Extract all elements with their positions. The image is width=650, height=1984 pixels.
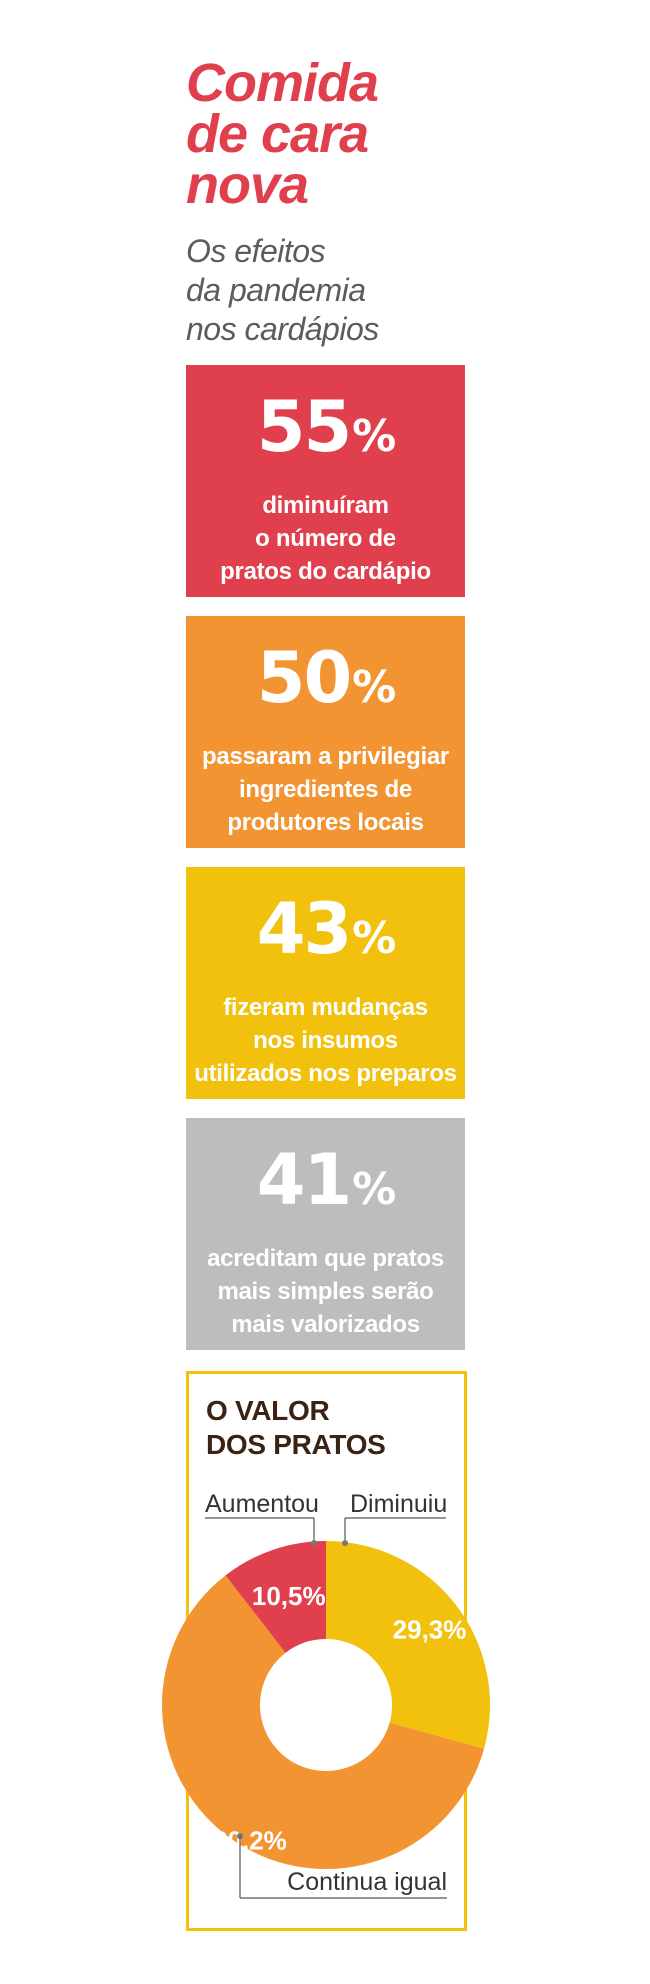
- stat-number: 55: [256, 386, 352, 468]
- chart-title-line: O VALOR: [206, 1395, 330, 1426]
- stat-card: 43% fizeram mudanças nos insumos utiliza…: [186, 867, 465, 1099]
- stat-description: acreditam que pratos mais simples serão …: [186, 1242, 465, 1341]
- stat-value: 43%: [186, 889, 465, 979]
- chart-title-line: DOS PRATOS: [206, 1429, 386, 1460]
- title-line: Comida: [186, 53, 379, 113]
- stat-card: 55% diminuíram o número de pratos do car…: [186, 365, 465, 597]
- stat-number: 43: [256, 888, 352, 970]
- subtitle-line: da pandemia: [186, 272, 366, 308]
- subtitle-line: Os efeitos: [186, 233, 326, 269]
- stat-line: mais simples serão: [217, 1278, 434, 1305]
- stat-line: diminuíram: [262, 492, 389, 519]
- stat-line: mais valorizados: [231, 1311, 420, 1338]
- stat-line: acreditam que pratos: [207, 1245, 444, 1272]
- stat-unit: %: [352, 662, 396, 713]
- stat-unit: %: [352, 1164, 396, 1215]
- stat-line: pratos do cardápio: [220, 558, 431, 585]
- stat-line: ingredientes de: [239, 776, 412, 803]
- chart-panel: O VALOR DOS PRATOS: [186, 1371, 467, 1931]
- chart-title: O VALOR DOS PRATOS: [206, 1394, 386, 1462]
- title-line: de cara: [186, 104, 369, 164]
- stat-description: diminuíram o número de pratos do cardápi…: [186, 489, 465, 588]
- stat-line: o número de: [255, 525, 396, 552]
- stat-value: 41%: [186, 1140, 465, 1230]
- stat-value: 55%: [186, 387, 465, 477]
- stat-number: 50: [256, 637, 352, 719]
- stat-value: 50%: [186, 638, 465, 728]
- title-line: nova: [186, 155, 309, 215]
- stat-line: produtores locais: [227, 809, 424, 836]
- stat-unit: %: [352, 913, 396, 964]
- subtitle-line: nos cardápios: [186, 311, 379, 347]
- stat-description: passaram a privilegiar ingredientes de p…: [186, 740, 465, 839]
- stat-description: fizeram mudanças nos insumos utilizados …: [186, 991, 465, 1090]
- stat-line: nos insumos: [253, 1027, 398, 1054]
- stat-line: passaram a privilegiar: [202, 743, 449, 770]
- infographic-subtitle: Os efeitos da pandemia nos cardápios: [186, 232, 506, 349]
- stat-unit: %: [352, 411, 396, 462]
- stat-line: fizeram mudanças: [223, 994, 428, 1021]
- stat-number: 41: [256, 1139, 352, 1221]
- stat-card: 50% passaram a privilegiar ingredientes …: [186, 616, 465, 848]
- stat-card: 41% acreditam que pratos mais simples se…: [186, 1118, 465, 1350]
- stat-line: utilizados nos preparos: [194, 1060, 457, 1087]
- infographic-title: Comida de cara nova: [186, 53, 516, 215]
